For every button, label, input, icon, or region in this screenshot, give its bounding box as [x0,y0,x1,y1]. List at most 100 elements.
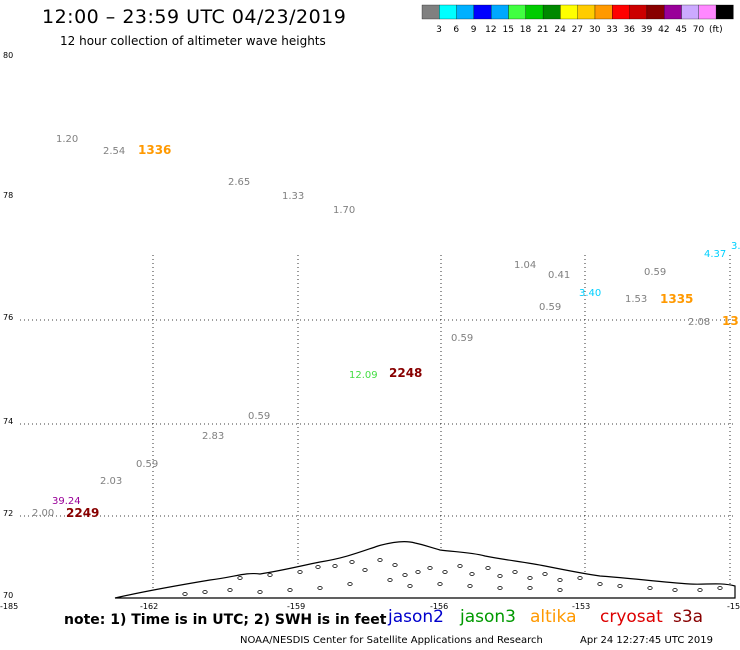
latitude-label: 78 [3,191,13,200]
legend-label: 21 [537,25,548,35]
lake-marker [512,570,518,574]
legend-label: 27 [572,25,583,35]
latitude-label: 72 [3,509,13,518]
lake-marker [407,584,413,588]
lake-marker [377,558,383,562]
lake-marker [672,588,678,592]
wave-height-observation: 2.83 [202,431,224,442]
wave-height-observation: 12.09 [349,370,378,381]
latitude-label: 70 [3,591,13,600]
satellite-cryosat: cryosat [600,607,663,627]
longitude-label: -159 [287,602,305,611]
wave-height-observation: 1.33 [282,191,304,202]
lake-marker [402,573,408,577]
lake-marker [497,586,503,590]
legend-label: 70 [693,25,705,35]
legend-label: (ft) [709,25,723,35]
wave-height-observation: 2.03 [100,476,122,487]
lake-marker [297,570,303,574]
lake-marker [437,582,443,586]
lake-marker [469,572,475,576]
lake-marker [577,576,583,580]
wave-height-observation: 1.70 [333,205,355,216]
legend-label: 12 [485,25,496,35]
lake-marker [717,586,723,590]
lake-marker [442,570,448,574]
legend-label: 6 [453,25,459,35]
latitude-label: 74 [3,417,13,426]
lake-marker [427,566,433,570]
legend-label: 18 [520,25,532,35]
wave-height-observation: 0.59 [451,333,473,344]
satellite-jason2: jason2 [388,607,444,627]
wave-height-observation: 4.37 [704,249,726,260]
footer-credit: NOAA/NESDIS Center for Satellite Applica… [240,635,543,646]
wave-height-observation: 2.00 [32,508,54,519]
lake-marker [347,582,353,586]
lake-marker [557,588,563,592]
wave-height-observation: 0.59 [248,411,270,422]
lake-marker [349,560,355,564]
lake-marker [485,566,491,570]
legend-label: 36 [624,25,636,35]
wave-height-observation: 13 [722,314,739,328]
wave-height-observation: 0.59 [539,302,561,313]
wave-height-observation: 1.53 [625,294,647,305]
lake-marker [697,588,703,592]
lake-marker [237,576,243,580]
satellite-s3a: s3a [673,607,704,627]
wave-height-observation: 2.08 [688,317,710,328]
lake-marker [362,568,368,572]
lake-marker [457,564,463,568]
color-scale-legend: 3 6 9 12 15 18 21 24 27 30 33 36 39 42 45 70 (ft) [421,4,734,35]
latitude-label: 80 [3,51,13,60]
lake-marker [542,572,548,576]
lake-marker [332,564,338,568]
legend-label: 15 [502,25,513,35]
wave-height-observation: 1.04 [514,260,536,271]
wave-height-observation: 39.24 [52,496,81,507]
wave-height-observation: 1.20 [56,134,78,145]
lake-marker [597,582,603,586]
satellite-jason3: jason3 [460,607,516,627]
legend-label: 42 [658,25,669,35]
longitude-label: -153 [572,602,590,611]
wave-height-observation: 2249 [66,506,99,520]
lake-marker [392,563,398,567]
lake-marker [647,586,653,590]
note-text: note: 1) Time is in UTC; 2) SWH is in fe… [64,612,387,628]
lake-marker [527,576,533,580]
lake-marker [182,592,188,596]
lake-marker [557,578,563,582]
longitude-label: -185 [0,602,18,611]
longitude-label: -162 [140,602,158,611]
lake-marker [257,590,263,594]
lake-marker [387,578,393,582]
map-title: 12:00 – 23:59 UTC 04/23/2019 [42,6,347,28]
legend-label: 24 [554,25,566,35]
legend-label: 30 [589,25,601,35]
lake-marker [317,586,323,590]
wave-height-observation: 2248 [389,366,422,380]
lake-marker [267,573,273,577]
lake-marker [527,586,533,590]
map-subtitle: 12 hour collection of altimeter wave hei… [60,34,326,48]
legend-label: 45 [675,25,686,35]
wave-height-observation: 0.59 [644,267,666,278]
footer-timestamp: Apr 24 12:27:45 UTC 2019 [580,635,713,646]
lake-marker [617,584,623,588]
legend-label: 33 [606,25,617,35]
legend-label: 39 [641,25,653,35]
lake-marker [202,590,208,594]
wave-height-observation: 2.54 [103,146,125,157]
lake-marker [227,588,233,592]
wave-height-observation: 1336 [138,143,171,157]
longitude-label: -15 [727,602,740,611]
wave-height-observation: 0.41 [548,270,570,281]
lake-marker [287,588,293,592]
wave-height-observation: 3. [731,241,740,252]
lake-marker [497,574,503,578]
wave-height-observation: 1335 [660,292,693,306]
lake-marker [415,570,421,574]
